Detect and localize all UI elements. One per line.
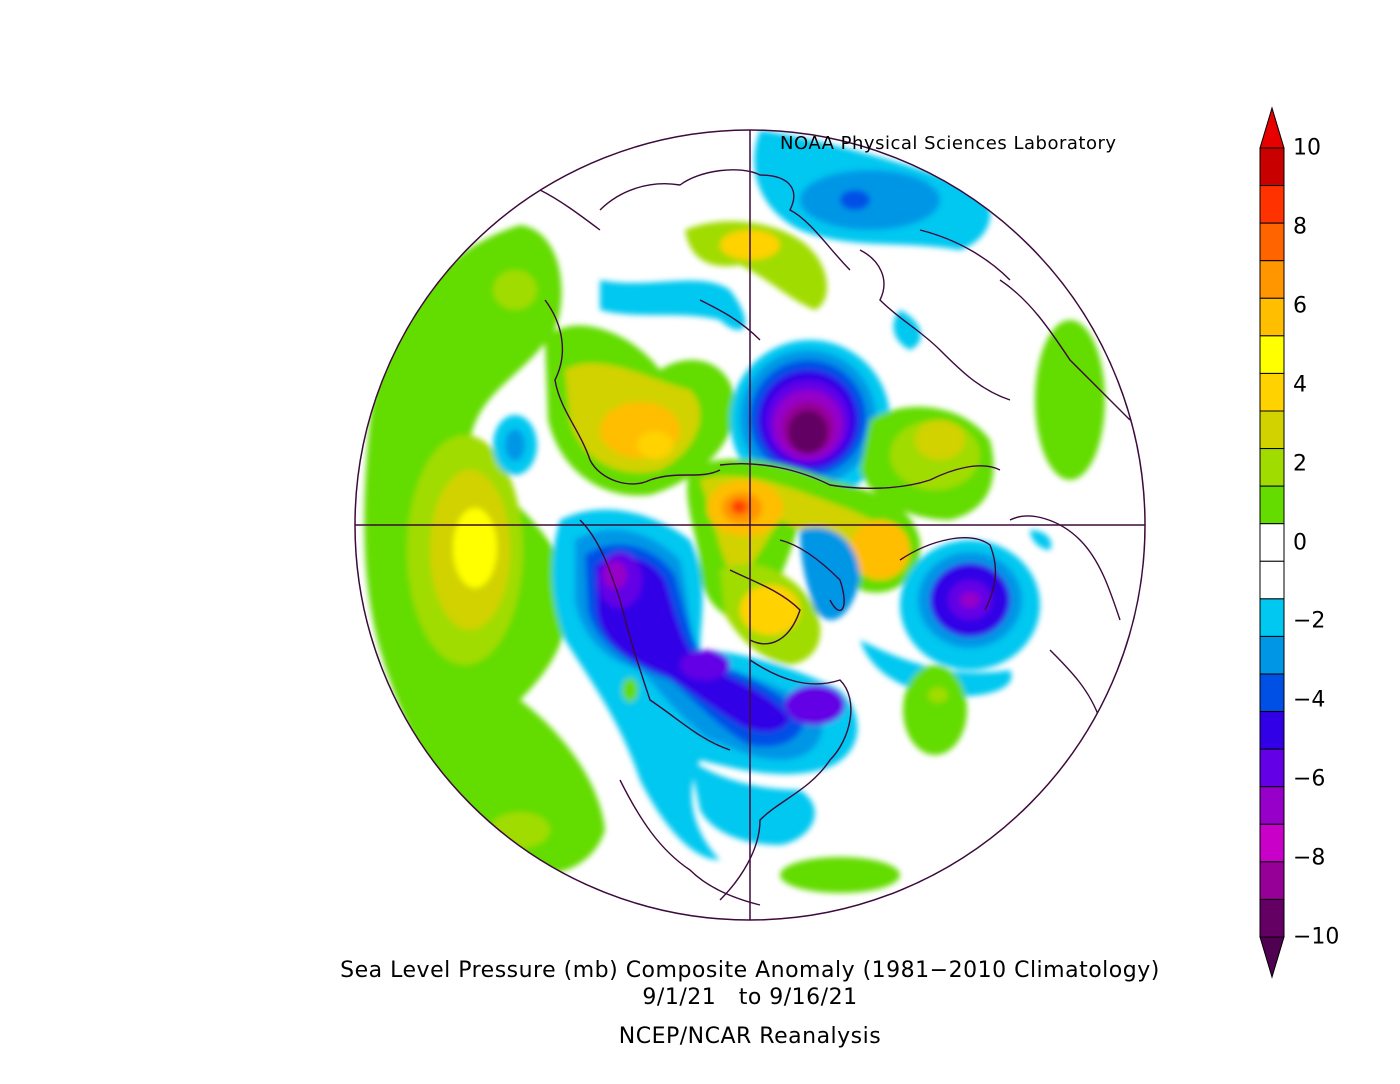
colorbar-swatch bbox=[1259, 147, 1285, 187]
colorbar-tick-label: 4 bbox=[1293, 372, 1307, 398]
map-title: Sea Level Pressure (mb) Composite Anomal… bbox=[340, 958, 1160, 983]
colorbar-swatch bbox=[1259, 410, 1285, 450]
contour-central-arctic-core bbox=[734, 502, 744, 512]
colorbar-swatch bbox=[1259, 823, 1285, 863]
colorbar-swatch bbox=[1259, 185, 1285, 224]
coastlines bbox=[539, 169, 1131, 906]
colorbar-tick-label: 6 bbox=[1293, 293, 1307, 319]
colorbar-swatch bbox=[1259, 598, 1285, 637]
colorbar-tick-label: 0 bbox=[1293, 530, 1307, 555]
colorbar-upper-extend bbox=[1259, 106, 1285, 149]
data-source: NCEP/NCAR Reanalysis bbox=[618, 1024, 882, 1049]
colorbar-swatch bbox=[1259, 222, 1285, 262]
colorbar-swatch bbox=[1259, 260, 1285, 299]
colorbar-tick-label: 2 bbox=[1293, 451, 1307, 477]
contour-arctic-low-core bbox=[788, 410, 828, 454]
colorbar-swatch bbox=[1259, 673, 1285, 713]
colorbar-tick-label: 8 bbox=[1293, 214, 1307, 240]
colorbar-swatch bbox=[1259, 861, 1285, 900]
colorbar-swatch bbox=[1259, 898, 1285, 938]
colorbar-swatch bbox=[1259, 560, 1285, 600]
colorbar-tick-label: −8 bbox=[1293, 845, 1326, 871]
colorbar bbox=[1259, 106, 1285, 979]
colorbar-swatch bbox=[1259, 372, 1285, 412]
colorbar-tick-label: −10 bbox=[1293, 924, 1340, 950]
colorbar-swatch bbox=[1259, 523, 1285, 562]
colorbar-tick-label: −2 bbox=[1293, 608, 1326, 634]
colorbar-swatch bbox=[1259, 485, 1285, 525]
colorbar-swatch bbox=[1259, 635, 1285, 675]
colorbar-swatch bbox=[1259, 448, 1285, 487]
colorbar-swatch bbox=[1259, 335, 1285, 374]
colorbar-swatch bbox=[1259, 786, 1285, 825]
contour-north-atlantic-low-core bbox=[960, 592, 980, 608]
contour-north-pacific-5mb bbox=[453, 508, 497, 588]
colorbar-swatch bbox=[1259, 297, 1285, 337]
colorbar-tick-label: −6 bbox=[1293, 766, 1326, 792]
credit-text: NOAA Physical Sciences Laboratory bbox=[780, 133, 1117, 154]
colorbar-swatch bbox=[1259, 748, 1285, 788]
colorbar-tick-label: −4 bbox=[1293, 687, 1326, 713]
colorbar-swatch bbox=[1259, 711, 1285, 750]
date-range: 9/1/21 to 9/16/21 bbox=[642, 985, 858, 1010]
colorbar-tick-label: 10 bbox=[1293, 135, 1321, 161]
colorbar-lower-extend bbox=[1259, 936, 1285, 979]
